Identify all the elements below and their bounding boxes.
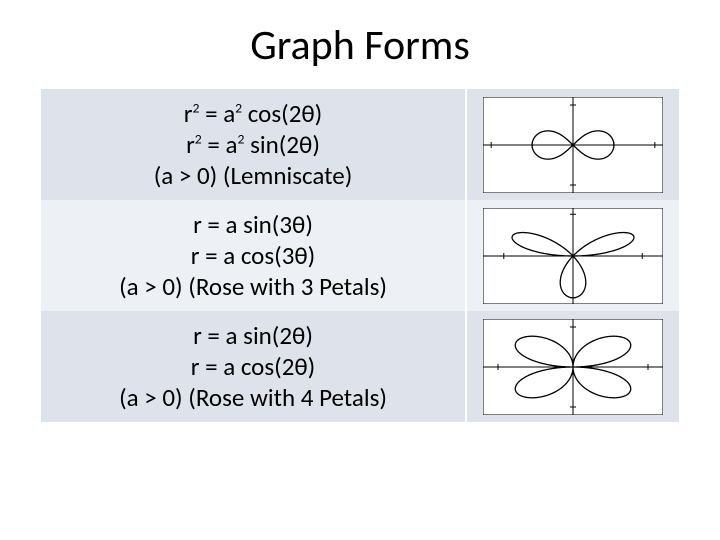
formula-cell: r = a sin(3θ) r = a cos(3θ) (a > 0) (Ros… (41, 200, 467, 311)
condition-label: (a > 0) (Rose with 4 Petals) (119, 382, 387, 413)
slide: Graph Forms r2 = a2 cos(2θ) r2 = a2 sin(… (0, 0, 720, 540)
rose3-graph (483, 208, 663, 304)
table-row: r = a sin(3θ) r = a cos(3θ) (a > 0) (Ros… (41, 200, 679, 311)
equation-1: r = a sin(3θ) (193, 209, 313, 240)
condition-label: (a > 0) (Lemniscate) (154, 160, 353, 191)
table-row: r = a sin(2θ) r = a cos(2θ) (a > 0) (Ros… (41, 311, 679, 422)
equation-1: r2 = a2 cos(2θ) (184, 98, 323, 129)
equation-2: r2 = a2 sin(2θ) (186, 129, 320, 160)
rose4-graph (483, 319, 663, 415)
formula-cell: r2 = a2 cos(2θ) r2 = a2 sin(2θ) (a > 0) … (41, 89, 467, 200)
table-row: r2 = a2 cos(2θ) r2 = a2 sin(2θ) (a > 0) … (41, 89, 679, 200)
equation-1: r = a sin(2θ) (193, 320, 313, 351)
graph-cell (467, 311, 679, 422)
graph-cell (467, 89, 679, 200)
equation-2: r = a cos(2θ) (191, 351, 316, 382)
formula-cell: r = a sin(2θ) r = a cos(2θ) (a > 0) (Ros… (41, 311, 467, 422)
graph-cell (467, 200, 679, 311)
lemniscate-graph (483, 97, 663, 193)
forms-table: r2 = a2 cos(2θ) r2 = a2 sin(2θ) (a > 0) … (41, 89, 679, 422)
equation-2: r = a cos(3θ) (191, 240, 316, 271)
condition-label: (a > 0) (Rose with 3 Petals) (119, 271, 387, 302)
slide-title: Graph Forms (0, 20, 720, 71)
